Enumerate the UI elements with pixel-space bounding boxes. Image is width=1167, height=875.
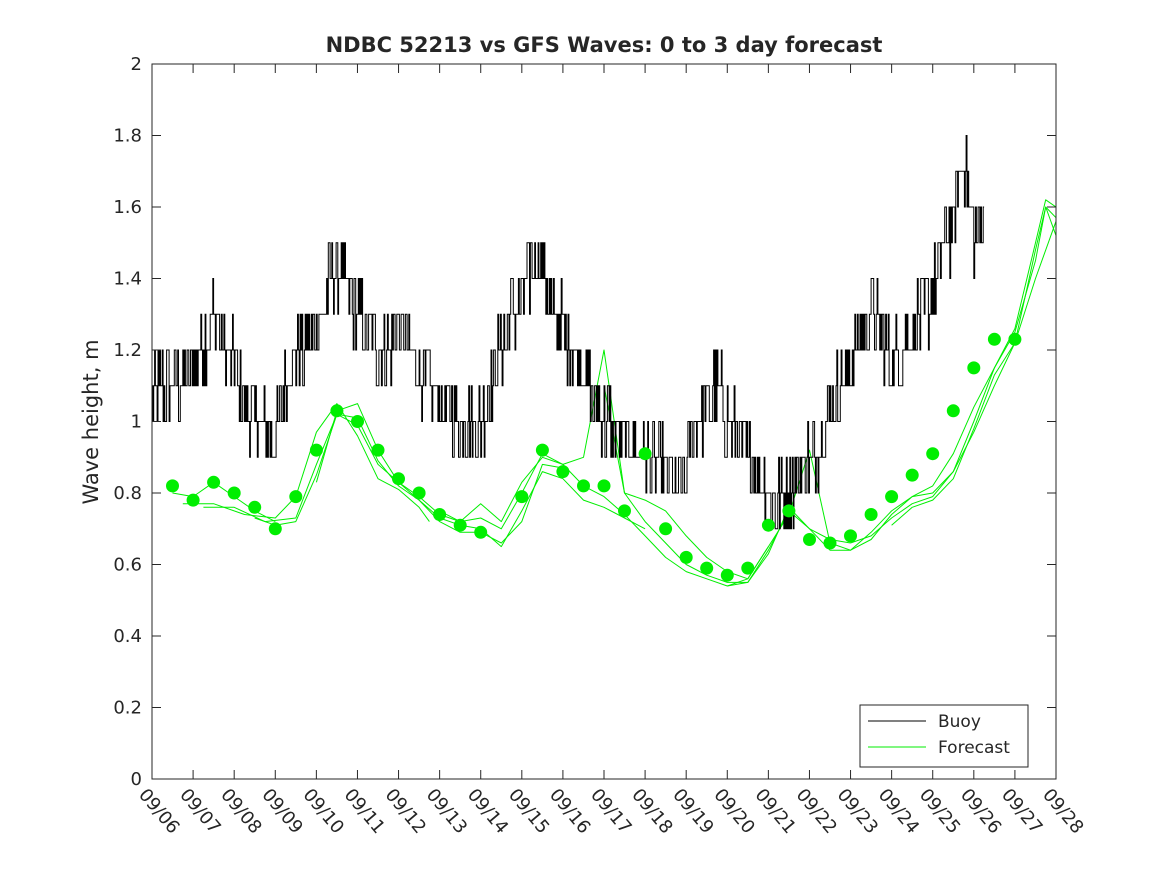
forecast-point <box>618 504 631 518</box>
forecast-point <box>844 529 857 543</box>
y-tick-label: 1.6 <box>113 197 142 218</box>
forecast-run-line <box>439 349 851 583</box>
forecast-point <box>392 472 405 486</box>
forecast-point <box>885 490 899 504</box>
forecast-point <box>453 518 467 532</box>
forecast-point <box>474 525 488 539</box>
y-axis-label: Wave height, m <box>79 339 103 504</box>
forecast-point <box>515 490 529 504</box>
forecast-point <box>556 465 570 479</box>
forecast-point <box>351 415 364 428</box>
forecast-point <box>659 522 673 536</box>
series-layer <box>152 135 1057 587</box>
chart-title: NDBC 52213 vs GFS Waves: 0 to 3 day fore… <box>326 33 883 57</box>
forecast-point <box>987 332 1001 346</box>
y-tick-label: 1.8 <box>113 126 142 147</box>
forecast-point <box>186 493 200 507</box>
forecast-point <box>289 490 303 504</box>
forecast-run-line <box>254 413 646 548</box>
forecast-point <box>535 443 549 457</box>
forecast-point <box>577 479 590 493</box>
forecast-point <box>741 561 755 575</box>
forecast-point <box>967 361 981 375</box>
y-tick-label: 0.4 <box>113 626 142 647</box>
forecast-point <box>330 404 344 418</box>
legend-buoy-label: Buoy <box>938 712 981 732</box>
forecast-point <box>433 508 447 521</box>
forecast-point <box>412 486 426 500</box>
forecast-point <box>761 518 775 532</box>
legend-box <box>859 704 1029 768</box>
forecast-point <box>1008 332 1022 346</box>
legend-forecast-label: Forecast <box>938 738 1010 758</box>
forecast-point <box>248 500 262 514</box>
y-tick-label: 0 <box>131 769 142 790</box>
forecast-point <box>905 468 919 482</box>
y-tick-label: 0.2 <box>113 698 142 719</box>
forecast-run-line <box>182 403 430 522</box>
legend: Buoy Forecast <box>859 704 1029 768</box>
forecast-point <box>803 533 816 546</box>
forecast-point <box>371 443 385 457</box>
forecast-point <box>227 486 241 500</box>
y-tick-label: 1.4 <box>113 269 142 290</box>
forecast-run-line <box>891 206 1057 526</box>
forecast-point <box>309 443 323 457</box>
plot-area: 00.20.40.60.811.21.41.61.8209/0609/0709/… <box>113 54 1087 838</box>
forecast-point <box>823 536 837 550</box>
y-tick-label: 2 <box>131 54 142 75</box>
forecast-point <box>946 404 960 418</box>
forecast-point <box>207 475 221 489</box>
forecast-run-line <box>850 199 1057 544</box>
y-tick-label: 1 <box>131 412 142 433</box>
forecast-point <box>926 447 940 461</box>
forecast-point <box>700 561 714 575</box>
forecast-point <box>864 508 878 521</box>
y-tick-label: 0.8 <box>113 483 142 504</box>
forecast-point <box>782 504 796 518</box>
forecast-point <box>166 479 179 493</box>
y-tick-label: 0.6 <box>113 555 142 576</box>
y-tick-label: 1.2 <box>113 340 142 361</box>
forecast-point <box>597 479 611 493</box>
forecast-point <box>268 522 282 536</box>
forecast-point <box>638 447 652 461</box>
forecast-point <box>679 550 693 564</box>
forecast-point <box>720 568 734 582</box>
buoy-series-line <box>152 135 985 530</box>
